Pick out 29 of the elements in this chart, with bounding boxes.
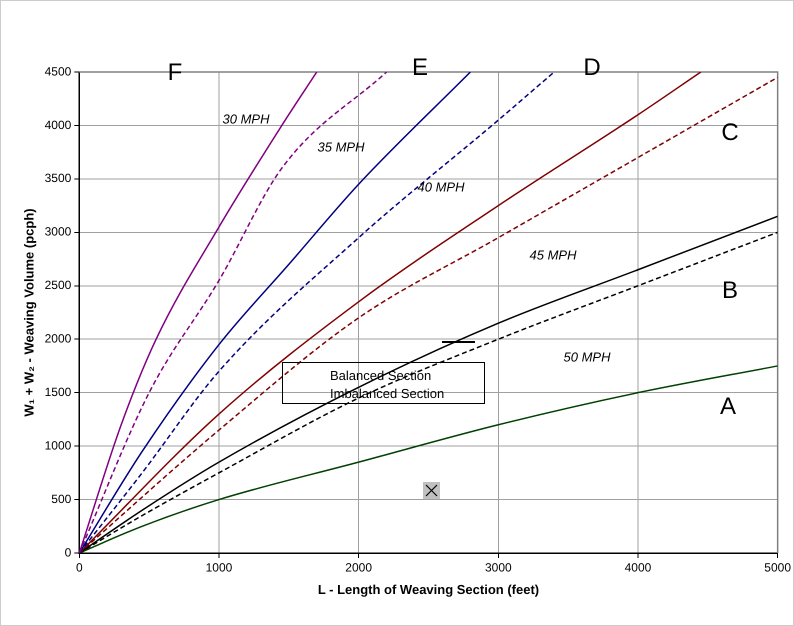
y-tick-label: 2000 xyxy=(44,332,72,346)
annotation: C xyxy=(721,119,739,147)
annotation: B xyxy=(722,277,738,305)
x-tick-label: 4000 xyxy=(624,560,652,575)
y-tick-label: 1500 xyxy=(44,384,72,399)
annotation: A xyxy=(720,393,736,421)
x-tick-label: 1000 xyxy=(206,560,233,575)
x-tick-label: 3000 xyxy=(484,560,512,575)
y-tick-label: 500 xyxy=(51,492,72,506)
annotation: 30 MPH xyxy=(222,112,270,126)
annotation: E xyxy=(412,54,428,82)
x-tick-label: 5000 xyxy=(764,560,792,575)
y-tick-label: 3500 xyxy=(44,171,72,186)
y-tick-label: 4500 xyxy=(44,64,72,78)
y-tick-label: 3000 xyxy=(44,224,72,239)
annotation: 40 MPH xyxy=(418,180,464,194)
x-axis-title: L - Length of Weaving Section (feet) xyxy=(318,582,540,597)
annotation: 50 MPH xyxy=(564,350,610,364)
annotation: 35 MPH xyxy=(318,140,364,154)
x-tick-label: 0 xyxy=(76,560,83,575)
y-tick-label: 1000 xyxy=(44,438,72,452)
annotation: F xyxy=(168,59,182,87)
y-axis-title: W₁ + W₂ - Weaving Volume (pcph) xyxy=(21,208,36,417)
x-tick-label: 2000 xyxy=(345,560,372,575)
y-tick-label: 2500 xyxy=(44,278,72,292)
y-tick-label: 4000 xyxy=(44,118,72,132)
annotation: D xyxy=(583,54,601,82)
y-tick-label: 0 xyxy=(64,545,72,560)
annotation: 45 MPH xyxy=(530,248,576,262)
